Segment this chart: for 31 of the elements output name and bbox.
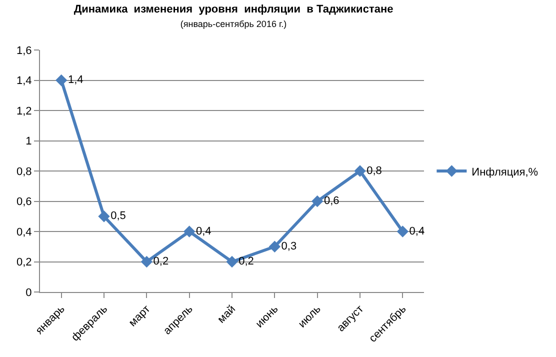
y-tick-label: 0,6 — [16, 196, 32, 208]
data-label: 0,2 — [238, 256, 254, 268]
data-label: 0,6 — [324, 195, 340, 207]
point — [226, 256, 238, 268]
x-tick-label: май — [216, 303, 238, 326]
point — [311, 195, 324, 208]
chart-title: Динамика изменения уровня инфляции в Таджикистане — [74, 3, 394, 16]
chart-subtitle: (январь-сентябрь 2016 г.) — [180, 18, 287, 29]
point — [55, 74, 68, 86]
y-tick-label: 1 — [26, 136, 32, 148]
data-label: 0,3 — [281, 240, 297, 252]
data-label: 0,2 — [153, 256, 169, 268]
y-tick-label: 0,2 — [16, 256, 32, 269]
data-label: 0,4 — [196, 225, 212, 238]
point — [396, 226, 409, 238]
point — [140, 256, 153, 268]
y-tick-label: 1,2 — [16, 105, 32, 118]
legend-label: Инфляция,% — [472, 166, 538, 178]
data-label: 0,8 — [366, 164, 382, 177]
point — [354, 165, 366, 177]
y-tick-label: 0 — [26, 286, 32, 299]
point — [98, 210, 110, 222]
y-tick-label: 0,4 — [16, 226, 32, 238]
y-tick-label: 1,4 — [16, 75, 32, 88]
data-label: 0,4 — [409, 225, 425, 238]
y-tick-label: 1,6 — [16, 44, 32, 57]
data-label: 1,4 — [68, 74, 84, 86]
data-label: 0,5 — [110, 210, 126, 222]
y-tick-label: 0,8 — [16, 166, 32, 178]
point — [183, 226, 196, 238]
point — [268, 240, 281, 252]
